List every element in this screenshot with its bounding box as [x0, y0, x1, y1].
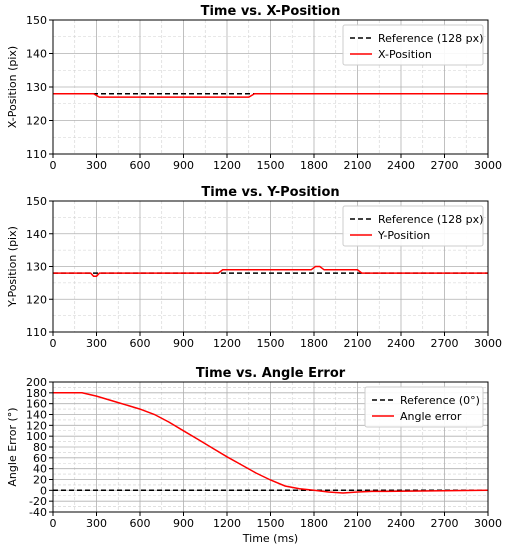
x-tick-label: 300	[86, 337, 107, 350]
x-tick-label: 900	[173, 159, 194, 172]
y-tick-label: 180	[26, 387, 47, 400]
y-tick-label: 150	[26, 14, 47, 27]
legend-label: Y-Position	[377, 229, 430, 242]
chart-title: Time vs. Angle Error	[196, 366, 346, 381]
y-tick-label: 110	[26, 148, 47, 161]
x-tick-label: 900	[173, 337, 194, 350]
y-tick-label: 130	[26, 81, 47, 94]
x-tick-label: 1500	[257, 337, 285, 350]
y-tick-label: -20	[29, 495, 47, 508]
x-tick-label: 2400	[387, 337, 415, 350]
y-tick-label: 60	[33, 452, 47, 465]
x-tick-label: 300	[86, 159, 107, 172]
y-tick-label: 110	[26, 326, 47, 339]
x-tick-label: 2100	[344, 159, 372, 172]
y-tick-label: 160	[26, 398, 47, 411]
x-tick-label: 0	[50, 159, 57, 172]
legend-label: Reference (128 px)	[378, 213, 483, 226]
legend-box	[342, 205, 484, 247]
x-tick-label: 2400	[387, 159, 415, 172]
y-axis-label: X-Position (pix)	[6, 46, 19, 128]
y-tick-label: 20	[33, 474, 47, 487]
legend-label: Angle error	[400, 410, 462, 423]
legend-label: Reference (128 px)	[378, 32, 483, 45]
y-tick-label: 200	[26, 376, 47, 389]
series-line-2	[53, 265, 488, 278]
x-tick-label: 1500	[257, 517, 285, 530]
x-tick-label: 0	[50, 517, 57, 530]
y-tick-label: 80	[33, 441, 47, 454]
y-tick-label: 0	[40, 484, 47, 497]
x-tick-label: 1800	[300, 337, 328, 350]
x-tick-label: 2700	[431, 159, 459, 172]
x-tick-label: 3000	[474, 337, 502, 350]
y-tick-label: 100	[26, 430, 47, 443]
x-tick-label: 1800	[300, 159, 328, 172]
y-axis-label: Y-Position (pix)	[6, 226, 19, 308]
x-tick-label: 3000	[474, 159, 502, 172]
y-tick-label: 120	[26, 293, 47, 306]
y-tick-label: 130	[26, 261, 47, 274]
y-tick-label: 140	[26, 48, 47, 61]
x-tick-label: 600	[130, 517, 151, 530]
x-tick-label: 1200	[213, 159, 241, 172]
x-tick-label: 1800	[300, 517, 328, 530]
x-tick-label: 600	[130, 337, 151, 350]
x-tick-label: 3000	[474, 517, 502, 530]
y-tick-label: 40	[33, 463, 47, 476]
x-tick-label: 2400	[387, 517, 415, 530]
legend-box	[364, 386, 484, 428]
series-line-2	[53, 392, 489, 494]
y-axis-label: Angle Error (°)	[6, 407, 19, 486]
y-tick-label: 120	[26, 419, 47, 432]
x-tick-label: 2100	[344, 517, 372, 530]
x-tick-label: 1500	[257, 159, 285, 172]
y-tick-label: 120	[26, 115, 47, 128]
x-tick-label: 1200	[213, 337, 241, 350]
x-axis-label: Time (ms)	[242, 532, 298, 545]
x-tick-label: 900	[173, 517, 194, 530]
x-tick-label: 2700	[431, 517, 459, 530]
x-tick-label: 0	[50, 337, 57, 350]
x-tick-label: 2700	[431, 337, 459, 350]
legend: Reference (128 px) X-Position	[342, 24, 484, 66]
x-tick-label: 300	[86, 517, 107, 530]
y-tick-label: 150	[26, 195, 47, 208]
chart-title: Time vs. X-Position	[201, 4, 341, 19]
legend: Reference (0°) Angle error	[364, 386, 484, 428]
y-tick-label: -40	[29, 506, 47, 519]
y-tick-label: 140	[26, 409, 47, 422]
x-tick-label: 1200	[213, 517, 241, 530]
series-line-2	[53, 92, 488, 98]
legend-box	[342, 24, 484, 66]
chart-panel-3: 0 300 600 900 1200 1500 1800 2100 2400 2700 3000-4…	[6, 366, 502, 545]
chart-panel-1: 0 300 600 900 1200 1500 1800 2100 2400 2700 3000 11…	[6, 4, 502, 172]
chart-title: Time vs. Y-Position	[201, 185, 339, 200]
y-tick-label: 140	[26, 228, 47, 241]
legend-label: Reference (0°)	[400, 394, 480, 407]
chart-panel-2: 0 300 600 900 1200 1500 1800 2100 2400 2700 3000 11…	[6, 185, 502, 350]
x-tick-label: 2100	[344, 337, 372, 350]
x-tick-label: 600	[130, 159, 151, 172]
legend: Reference (128 px) Y-Position	[342, 205, 484, 247]
legend-label: X-Position	[378, 48, 432, 61]
